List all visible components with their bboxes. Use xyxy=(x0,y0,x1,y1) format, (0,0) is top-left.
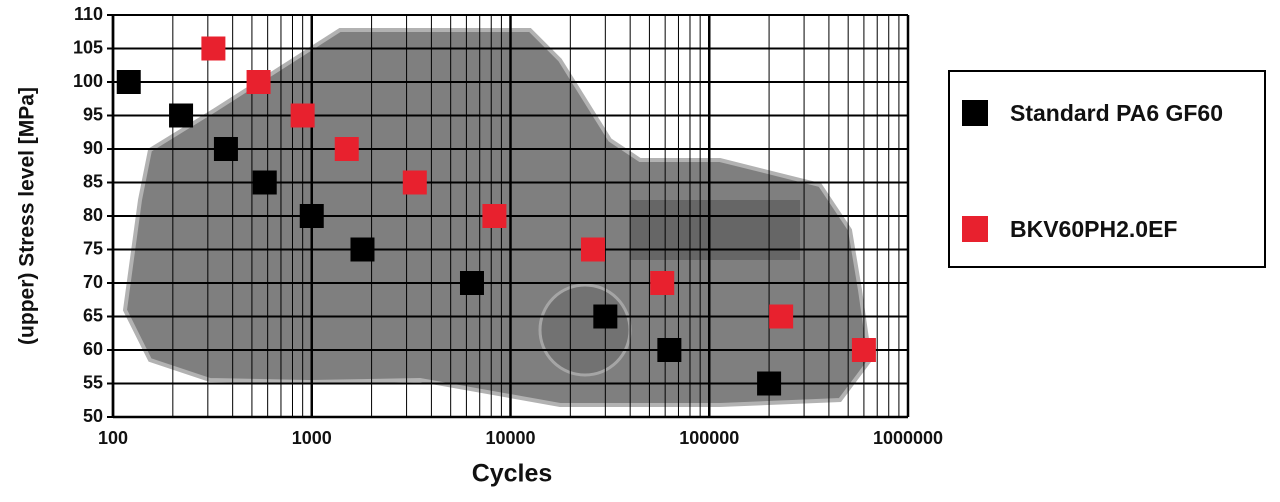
y-tick-label: 80 xyxy=(83,205,103,225)
marker xyxy=(246,70,271,94)
legend-swatch xyxy=(962,100,988,126)
legend-item: BKV60PH2.0EF xyxy=(962,214,1230,244)
y-axis-label: (upper) Stress level [MPa] xyxy=(16,87,39,345)
marker xyxy=(334,137,359,161)
x-tick-label: 1000000 xyxy=(873,428,943,448)
legend-label: BKV60PH2.0EF xyxy=(1010,216,1178,242)
marker xyxy=(350,237,375,262)
y-tick-label: 50 xyxy=(83,406,103,426)
part-feature xyxy=(538,283,632,377)
legend-swatch xyxy=(962,216,988,242)
x-tick-label: 100000 xyxy=(679,428,739,448)
marker xyxy=(593,304,618,329)
y-tick-label: 55 xyxy=(83,372,103,392)
legend: Standard PA6 GF60 BKV60PH2.0EF xyxy=(948,70,1266,268)
marker xyxy=(290,103,315,128)
y-tick-label: 90 xyxy=(83,138,103,158)
y-tick-label: 75 xyxy=(83,238,103,258)
ticks: 100 1000 10000 100000 1000000 50 55 60 65 70 75 80 8… xyxy=(73,4,943,448)
marker xyxy=(650,271,675,295)
marker xyxy=(459,271,484,295)
y-tick-label: 100 xyxy=(73,71,103,91)
part-feature xyxy=(630,200,800,260)
y-tick-label: 110 xyxy=(74,4,103,24)
y-tick-label: 60 xyxy=(83,339,103,359)
marker xyxy=(657,338,682,362)
y-tick-label: 85 xyxy=(83,171,103,191)
y-tick-label: 65 xyxy=(83,305,103,325)
marker xyxy=(116,70,141,94)
marker xyxy=(213,137,238,161)
marker xyxy=(201,36,226,61)
y-tick-label: 70 xyxy=(83,272,103,292)
y-tick-label: 105 xyxy=(73,37,103,57)
marker xyxy=(169,103,194,128)
y-tick-label: 95 xyxy=(83,104,103,124)
marker xyxy=(299,204,324,228)
marker xyxy=(769,304,794,329)
x-axis-label: Cycles xyxy=(472,460,553,488)
marker xyxy=(851,338,876,362)
x-tick-label: 10000 xyxy=(485,428,535,448)
x-tick-label: 1000 xyxy=(292,428,332,448)
marker xyxy=(402,170,427,195)
x-tick-label: 100 xyxy=(98,428,128,448)
marker xyxy=(580,237,605,262)
marks xyxy=(116,36,876,396)
legend-item: Standard PA6 GF60 xyxy=(962,98,1230,128)
legend-label: Standard PA6 GF60 xyxy=(1010,100,1224,126)
marker xyxy=(482,204,507,228)
marker xyxy=(252,170,277,195)
marker xyxy=(757,371,782,396)
